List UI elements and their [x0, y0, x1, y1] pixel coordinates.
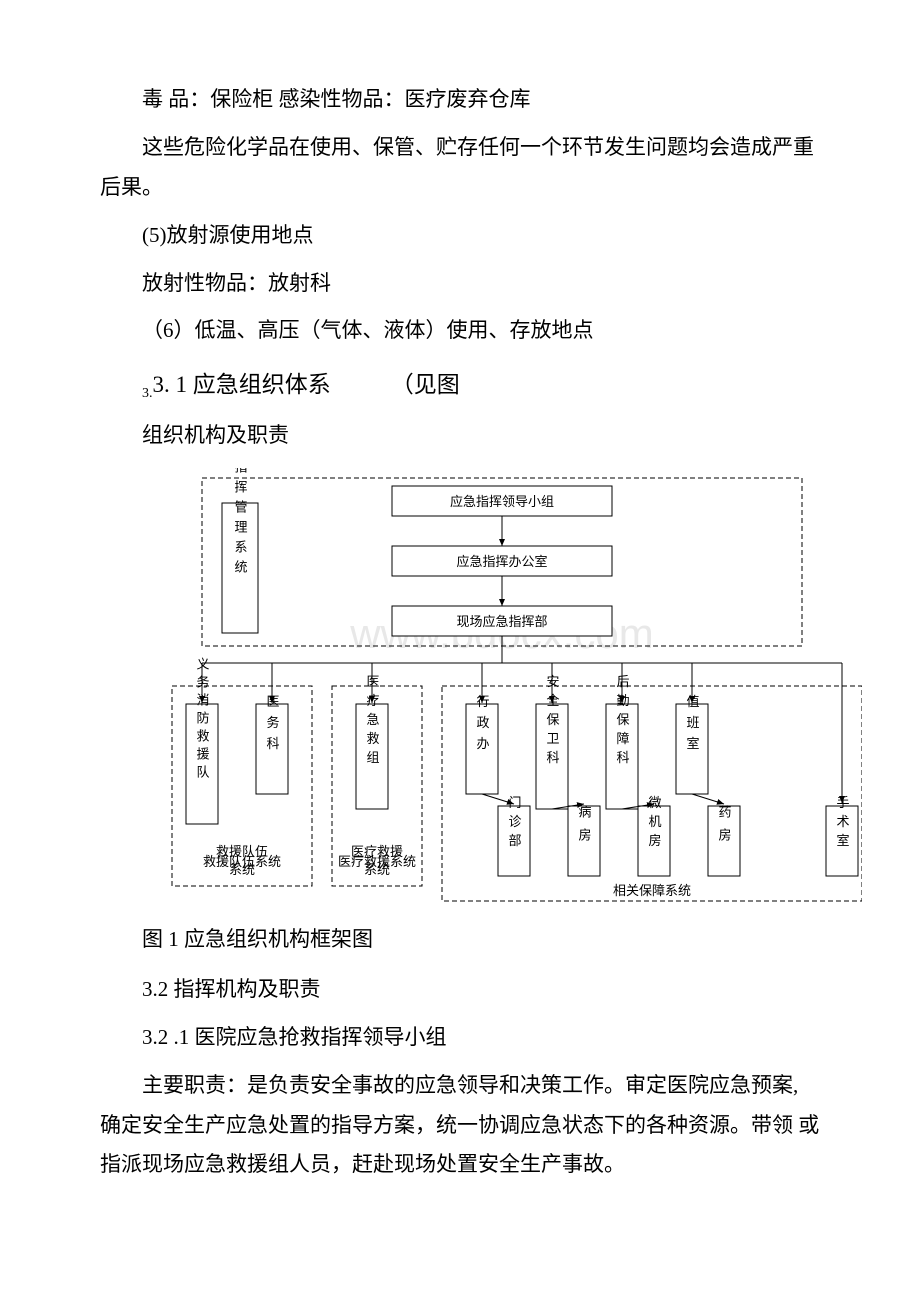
svg-text:药房: 药房: [717, 805, 732, 851]
svg-text:医务科: 医务科: [265, 695, 280, 758]
svg-text:系统: 系统: [229, 862, 255, 877]
paragraph-item-5: (5)放射源使用地点: [142, 216, 820, 256]
svg-text:救援队伍: 救援队伍: [216, 844, 268, 859]
section-number: 3. 1: [153, 372, 188, 397]
svg-text:行政办: 行政办: [475, 695, 490, 758]
svg-text:值班室: 值班室: [685, 694, 700, 758]
svg-text:安全保卫科: 安全保卫科: [545, 675, 560, 770]
section-3-2: 3.2 指挥机构及职责: [142, 970, 820, 1010]
text-site-command: 现场应急指挥部: [456, 614, 547, 629]
section-prefix: 3.: [142, 387, 153, 402]
paragraph-radioactive: 放射性物品：放射科: [142, 264, 820, 304]
text-command-office: 应急指挥办公室: [456, 554, 547, 569]
section-title: 应急组织体系: [187, 372, 331, 397]
section-3-2-1: 3.2 .1 医院应急抢救指挥领导小组: [142, 1018, 820, 1058]
svg-text:手术室: 手术室: [835, 796, 850, 853]
svg-text:门诊部: 门诊部: [507, 796, 522, 853]
svg-text:医疗急救组: 医疗急救组: [365, 675, 380, 770]
text-leader-group: 应急指挥领导小组: [450, 494, 554, 509]
subtitle-org: 组织机构及职责: [142, 416, 820, 456]
svg-text:病房: 病房: [577, 805, 592, 851]
svg-text:系统: 系统: [364, 862, 390, 877]
svg-text:义务消防救援队: 义务消防救援队: [195, 657, 210, 783]
label-management-system: 指挥管理系统: [233, 468, 248, 580]
paragraph-duties: 主要职责：是负责安全事故的应急领导和决策工作。审定医院应急预案, 确定安全生产应…: [100, 1066, 820, 1186]
svg-text:相关保障系统: 相关保障系统: [613, 883, 691, 898]
svg-text:医疗救援: 医疗救援: [351, 844, 403, 859]
paragraph-toxic-items: 毒 品：保险柜 感染性物品：医疗废弃仓库: [100, 80, 820, 120]
paragraph-consequence: 这些危险化学品在使用、保管、贮存任何一个环节发生问题均会造成严重 后果。: [100, 128, 820, 208]
figure-caption: 图 1 应急组织机构框架图: [100, 920, 820, 960]
section-note: （见图: [391, 372, 460, 397]
paragraph-item-6: （6）低温、高压（气体、液体）使用、存放地点: [100, 311, 820, 351]
org-flowchart: www.bdocx.com 指挥管理系统 应急指挥领导小组 应急指挥办公室 现场…: [142, 468, 862, 908]
svg-text:后勤保障科: 后勤保障科: [615, 675, 630, 770]
